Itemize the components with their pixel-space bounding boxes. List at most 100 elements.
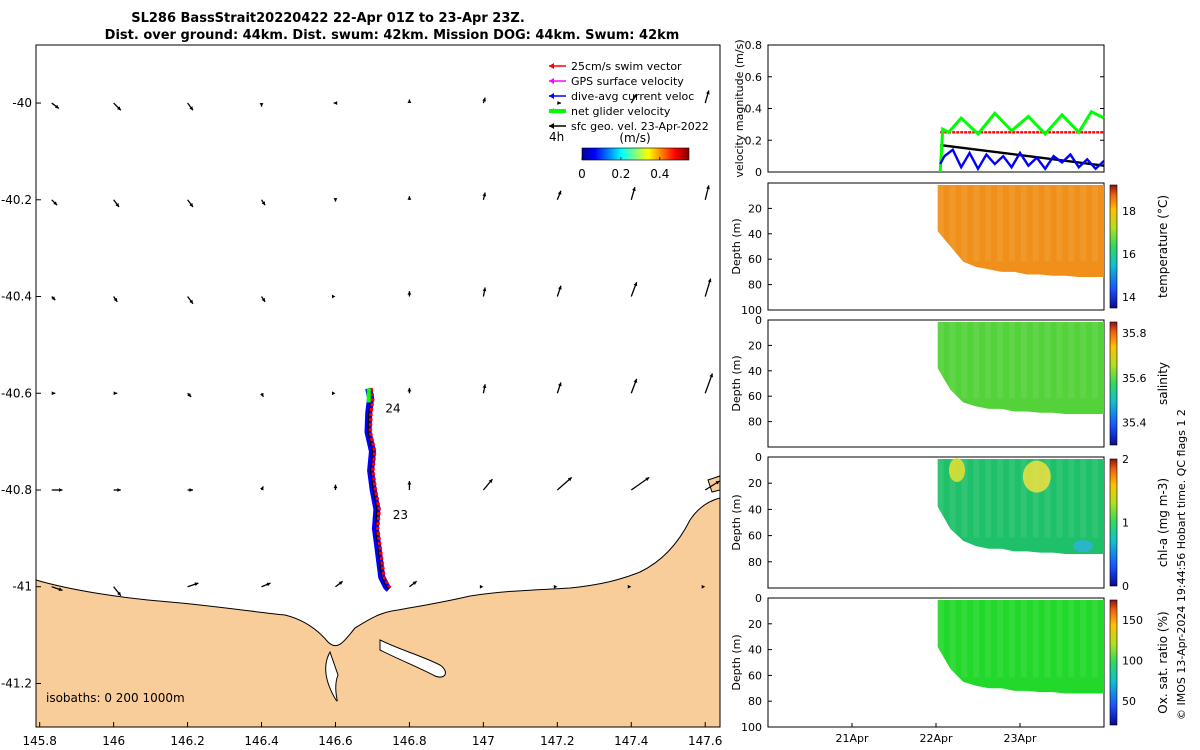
salinity-panel-y-tick-label: 60 [748,390,762,403]
temperature-panel-band [1044,185,1051,262]
geo-vector-head [407,196,412,200]
oxygen-panel-band [949,600,956,678]
geo-vector-head [633,94,637,99]
oxygen-panel-y-label: Depth (m) [730,634,743,690]
temperature-panel-y-tick-label: 80 [748,279,762,292]
track-day-labels: 24 23 [385,402,408,522]
geo-vector-head [633,282,638,287]
geo-vector [630,476,650,491]
title-line-1: SL286 BassStrait20220422 22-Apr 01Z to 2… [131,11,525,26]
geo-vector-head [113,297,118,302]
geo-vector-head [58,488,63,492]
oxygen-panel-band [1080,600,1087,678]
map-x-tick-label: 145.8 [23,734,57,748]
salinity-panel-band [1080,322,1087,399]
map-x-tick-label: 147.4 [614,734,648,748]
geo-vector-head [331,391,336,396]
map-x-tick-labels: 145.8 146 146.2 146.4 146.6 146.8 147 147.2 147.… [23,722,722,748]
temperature-panel-band [1020,185,1027,262]
temperature-panel-y-tick-label: 60 [748,253,762,266]
geo-vector [704,373,714,394]
map-x-tick-label: 146.2 [170,734,204,748]
map-y-tick-label: -40.6 [1,386,32,400]
geo-vector-head [333,101,338,105]
legend-label: dive-avg current veloc [571,90,694,103]
velocity-series-line [938,109,1105,173]
temperature-panel-band [1056,185,1063,262]
map-y-tick-labels: -40 -40.2 -40.4 -40.6 -40.8 -41 -41.2 [1,96,41,690]
swim-vector-band [368,388,393,591]
oxygen-panel-colorbar [1109,599,1118,726]
chla-hotspot [949,458,965,483]
glider-track [364,387,393,592]
oxygen-panel-colorbar-tick-label: 50 [1122,695,1136,708]
geo-vector-head [557,285,562,290]
geo-vector-head [333,484,338,489]
oxygen-panel-y-tick-label: 40 [748,644,762,657]
geo-vector-head [189,106,193,111]
oxygen-panel-band [1044,600,1051,678]
geo-vector-head [557,190,562,195]
salinity-panel-band [949,322,956,399]
oxygen-panel-band [961,600,968,678]
geo-vector-head [53,201,58,206]
temperature-panel-band [985,185,992,262]
colorbar-tick-label: 0 [578,167,586,181]
oxygen-panel-y-tick-label: 20 [748,618,762,631]
salinity-panel-colorbar-tick-label: 35.4 [1122,417,1147,430]
copyright-note: © IMOS 13-Apr-2024 19:44:56 Hobart time.… [1175,409,1188,720]
temperature-panel-band [1032,185,1039,262]
time-x-tick-label: 23Apr [1003,732,1037,745]
salinity-panel-band [985,322,992,399]
chla-panel-band [1056,459,1063,538]
geo-vector-head [117,106,121,111]
geo-vector-head [51,391,56,396]
map-y-tick-label: -40.8 [1,483,32,497]
chla-panel-y-tick-label: 0 [755,451,762,464]
geo-vector-head [407,99,412,103]
geo-velocity-vectors [51,90,720,597]
temperature-panel-band [973,185,980,262]
velocity-y-tick-label: 0.2 [745,134,763,147]
salinity-panel-y-tick-label: 80 [748,416,762,429]
temperature-panel-y-label: Depth (m) [730,218,743,274]
geo-vector-head [557,101,561,105]
temperature-panel-band [1008,185,1015,262]
geo-vector-head [633,378,638,383]
temperature-panel-y-tick-label: 20 [748,202,762,215]
oxygen-panel-band [1056,600,1063,678]
velocity-series-line [939,147,1105,172]
chla-panel-band [997,459,1004,538]
chla-panel-colorbar-label: chl-a (mg m-3) [1156,478,1170,567]
temperature-panel-data [937,185,1104,277]
oxygen-panel-band [1032,600,1039,678]
geo-vector-head [412,581,417,585]
salinity-panel-band [1008,322,1015,399]
oxygen-panel-y-tick-label: 60 [748,669,762,682]
salinity-panel-data [937,322,1104,414]
salinity-panel-band [1020,322,1027,399]
temperature-panel-band [949,185,956,262]
geo-vector-head [632,187,636,192]
oxygen-panel-band [985,600,992,678]
temperature-panel-band [1080,185,1087,262]
time-x-tick-label: 21Apr [835,732,869,745]
oxygen-panel-y-tick-label: 0 [755,592,762,605]
geo-vector-head [331,294,336,299]
river-estuary [325,650,339,702]
chla-panel-band [949,459,956,538]
salinity-panel-colorbar [1109,321,1118,446]
map-x-tick-label: 147.2 [540,734,574,748]
geo-vector-head [482,97,486,102]
temperature-panel-colorbar-tick-label: 18 [1122,205,1136,218]
map-y-tick-label: -40.4 [1,290,32,304]
velocity-y-tick-label: 0.4 [745,103,763,116]
map-x-tick-label: 146.4 [244,734,278,748]
salinity-panel-band [937,322,944,399]
geo-vector-head [407,480,412,485]
geo-vector-head [627,584,632,589]
geo-vector-head [259,103,264,107]
oxygen-panel-band [937,600,944,678]
velocity-frame [767,44,1105,173]
